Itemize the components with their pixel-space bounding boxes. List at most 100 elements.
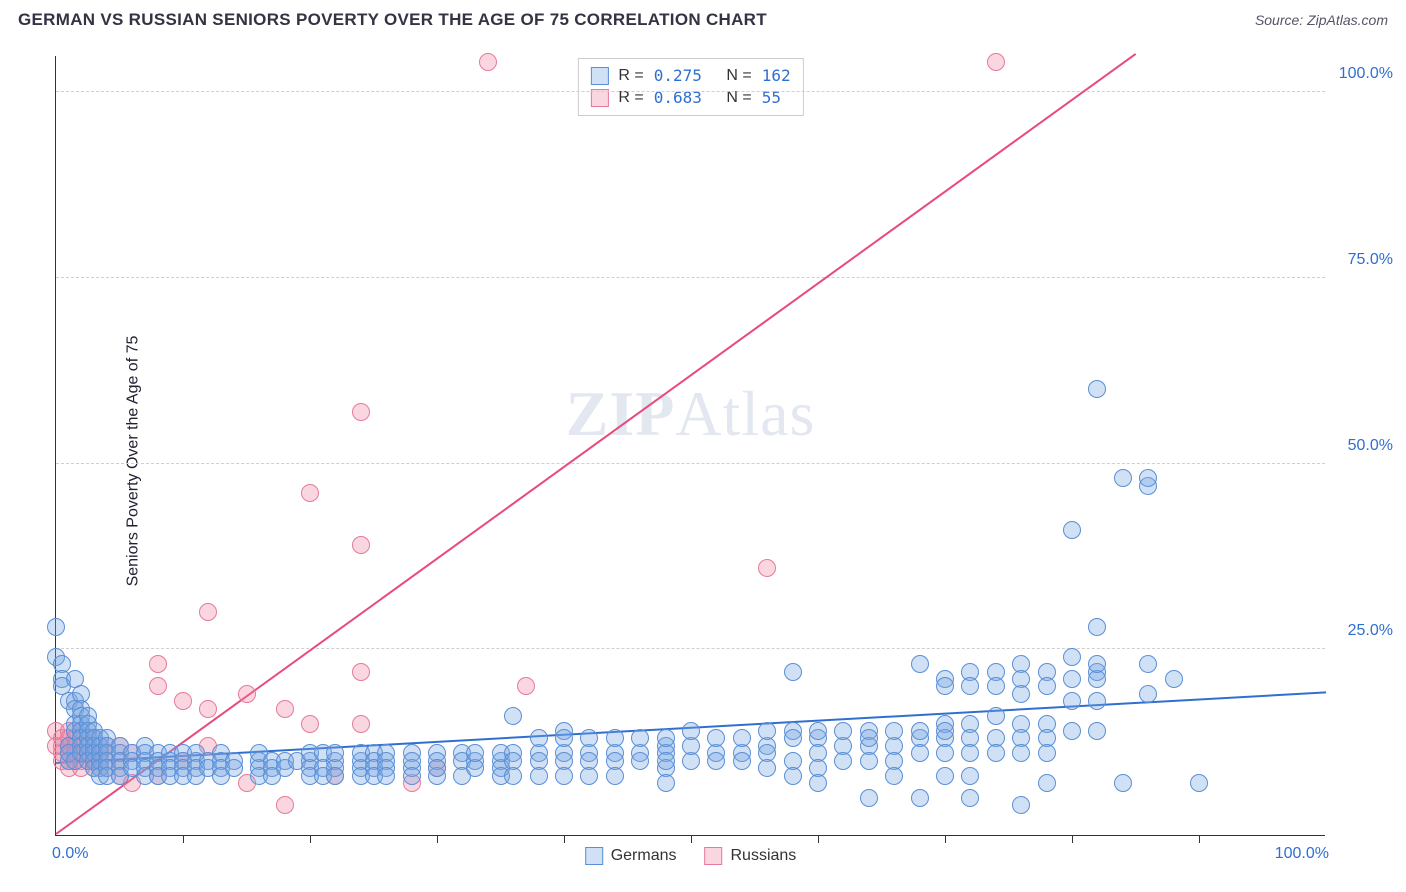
data-point-germans — [530, 767, 548, 785]
data-point-germans — [834, 752, 852, 770]
data-point-germans — [733, 752, 751, 770]
x-axis-min-label: 0.0% — [52, 845, 88, 863]
y-tick-label: 75.0% — [1348, 251, 1393, 269]
plot-area: ZIPAtlas R = 0.275 N = 162 R = 0.683 N =… — [55, 56, 1325, 836]
data-point-germans — [784, 729, 802, 747]
data-point-russians — [352, 403, 370, 421]
data-point-germans — [225, 759, 243, 777]
legend-label-russians: Russians — [730, 847, 796, 865]
data-point-russians — [352, 715, 370, 733]
x-tick — [691, 835, 692, 843]
data-point-russians — [199, 700, 217, 718]
data-point-russians — [276, 796, 294, 814]
data-point-germans — [1063, 648, 1081, 666]
chart-source: Source: ZipAtlas.com — [1255, 12, 1388, 28]
n-label: N = — [726, 65, 751, 87]
data-point-germans — [936, 744, 954, 762]
legend-item-russians: Russians — [704, 847, 796, 865]
data-point-germans — [1063, 692, 1081, 710]
data-point-germans — [47, 618, 65, 636]
data-point-germans — [326, 744, 344, 762]
data-point-germans — [834, 722, 852, 740]
x-tick — [945, 835, 946, 843]
data-point-germans — [961, 789, 979, 807]
data-point-germans — [707, 729, 725, 747]
series-legend: Germans Russians — [585, 847, 797, 865]
data-point-germans — [657, 729, 675, 747]
data-point-russians — [174, 692, 192, 710]
data-point-germans — [555, 767, 573, 785]
data-point-russians — [352, 536, 370, 554]
data-point-germans — [936, 722, 954, 740]
gridline — [56, 277, 1325, 278]
data-point-germans — [1088, 722, 1106, 740]
data-point-germans — [860, 752, 878, 770]
watermark-atlas: Atlas — [675, 378, 815, 449]
chart-container: Seniors Poverty Over the Age of 75 ZIPAt… — [0, 36, 1406, 886]
x-tick — [564, 835, 565, 843]
swatch-germans-icon — [585, 847, 603, 865]
data-point-germans — [606, 767, 624, 785]
x-tick — [1199, 835, 1200, 843]
data-point-germans — [1139, 685, 1157, 703]
data-point-germans — [631, 752, 649, 770]
data-point-germans — [758, 722, 776, 740]
data-point-germans — [885, 722, 903, 740]
data-point-germans — [1190, 774, 1208, 792]
watermark-zip: ZIP — [566, 378, 676, 449]
data-point-germans — [1038, 744, 1056, 762]
gridline — [56, 463, 1325, 464]
data-point-germans — [580, 767, 598, 785]
data-point-germans — [1038, 774, 1056, 792]
data-point-germans — [961, 744, 979, 762]
data-point-germans — [987, 677, 1005, 695]
data-point-russians — [352, 663, 370, 681]
data-point-germans — [961, 767, 979, 785]
data-point-germans — [682, 722, 700, 740]
data-point-germans — [860, 789, 878, 807]
data-point-germans — [1088, 618, 1106, 636]
data-point-russians — [238, 685, 256, 703]
x-tick — [310, 835, 311, 843]
data-point-germans — [784, 663, 802, 681]
data-point-germans — [936, 767, 954, 785]
correlation-legend: R = 0.275 N = 162 R = 0.683 N = 55 — [577, 58, 803, 116]
data-point-russians — [758, 559, 776, 577]
data-point-germans — [1012, 685, 1030, 703]
y-tick-label: 50.0% — [1348, 437, 1393, 455]
data-point-germans — [707, 752, 725, 770]
data-point-germans — [1063, 722, 1081, 740]
chart-header: GERMAN VS RUSSIAN SENIORS POVERTY OVER T… — [0, 0, 1406, 36]
data-point-russians — [149, 655, 167, 673]
y-tick-label: 100.0% — [1339, 65, 1393, 83]
legend-item-germans: Germans — [585, 847, 677, 865]
data-point-germans — [326, 767, 344, 785]
data-point-germans — [580, 729, 598, 747]
r-label: R = — [618, 65, 643, 87]
data-point-germans — [428, 759, 446, 777]
data-point-germans — [987, 744, 1005, 762]
data-point-russians — [276, 700, 294, 718]
legend-label-germans: Germans — [611, 847, 677, 865]
watermark: ZIPAtlas — [566, 377, 816, 451]
x-tick — [183, 835, 184, 843]
data-point-russians — [479, 53, 497, 71]
data-point-germans — [657, 774, 675, 792]
data-point-germans — [860, 729, 878, 747]
data-point-germans — [466, 744, 484, 762]
data-point-germans — [1165, 670, 1183, 688]
data-point-germans — [911, 744, 929, 762]
data-point-germans — [504, 767, 522, 785]
r-value-germans: 0.275 — [654, 65, 702, 87]
data-point-germans — [1139, 655, 1157, 673]
data-point-russians — [301, 715, 319, 733]
data-point-germans — [911, 789, 929, 807]
data-point-germans — [555, 729, 573, 747]
x-tick — [1072, 835, 1073, 843]
data-point-russians — [199, 603, 217, 621]
gridline — [56, 91, 1325, 92]
x-tick — [437, 835, 438, 843]
data-point-germans — [377, 767, 395, 785]
data-point-germans — [987, 707, 1005, 725]
corr-row-germans: R = 0.275 N = 162 — [590, 65, 790, 87]
